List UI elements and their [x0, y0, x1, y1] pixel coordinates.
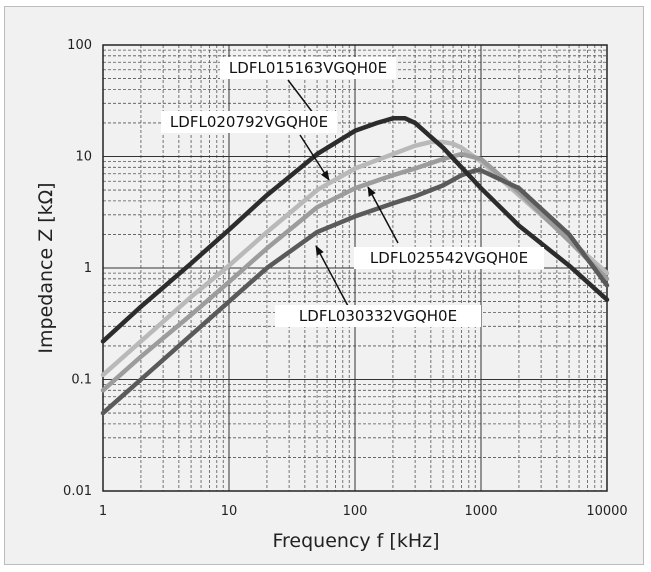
y-tick-label: 1: [84, 261, 92, 276]
callout-label: LDFL030332VGQH0E: [299, 307, 457, 325]
x-tick-label: 10: [221, 504, 238, 519]
callout-background: [275, 305, 481, 327]
x-tick-label: 10000: [586, 504, 627, 519]
y-axis-title: Impedance Z [kΩ]: [35, 182, 57, 353]
x-tick-label: 1000: [464, 504, 497, 519]
callout-label: LDFL020792VGQH0E: [170, 113, 328, 131]
x-tick-label: 1: [99, 504, 107, 519]
plot-area-border: [102, 44, 608, 492]
series-callouts: LDFL015163VGQH0E LDFL020792VGQH0E LDFL0255…: [161, 57, 544, 327]
callout-background: [220, 57, 396, 79]
x-tick-label: 100: [343, 504, 368, 519]
series-line-3: [100, 168, 610, 416]
series-layer: [100, 116, 610, 416]
series-line-0: [100, 116, 610, 344]
y-tick-label: 100: [67, 38, 92, 53]
y-tick-labels: 100 10 1 0.1 0.01: [63, 38, 92, 499]
callout-arrow: [315, 245, 349, 307]
callout-label: LDFL025542VGQH0E: [370, 249, 528, 267]
y-tick-label: 0.01: [63, 484, 92, 499]
callout-label: LDFL015163VGQH0E: [229, 59, 387, 77]
y-tick-label: 10: [75, 150, 92, 165]
x-axis-title: Frequency f [kHz]: [272, 530, 439, 552]
callout-background: [354, 247, 544, 269]
callout-background: [161, 111, 337, 133]
callout-arrow: [299, 134, 330, 181]
x-tick-labels: 1 10 100 1000 10000: [99, 504, 628, 519]
callout-arrow: [367, 186, 399, 244]
y-tick-label: 0.1: [71, 373, 92, 388]
